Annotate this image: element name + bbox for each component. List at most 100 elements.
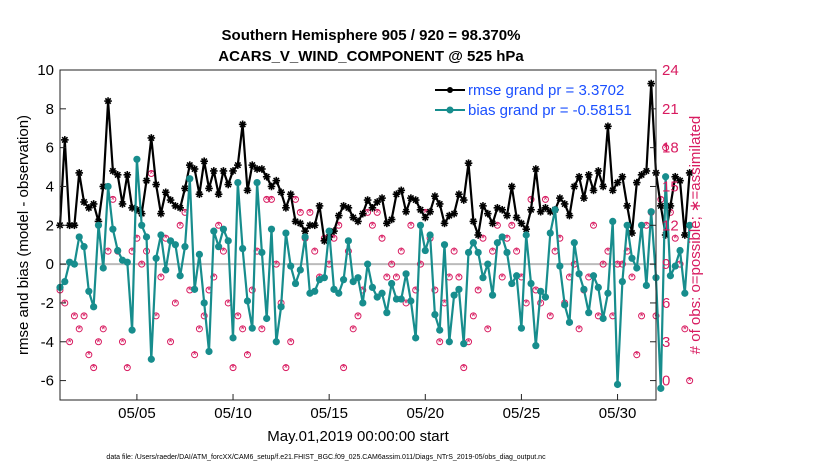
obs-possible-marker	[191, 351, 199, 359]
bias-point	[464, 248, 473, 257]
bias-point	[397, 295, 405, 303]
bias-point	[325, 227, 333, 235]
obs-possible-marker	[195, 325, 203, 333]
y-tick-label: 8	[46, 101, 54, 118]
rmse-point	[392, 190, 401, 199]
y-right-tick-label: 15	[662, 178, 679, 195]
rmse-point	[647, 79, 655, 88]
bias-point	[75, 233, 83, 241]
obs-possible-marker	[157, 273, 165, 281]
bias-point	[671, 262, 679, 270]
obs-assimilated-marker: *	[404, 298, 409, 310]
x-tick-label: 05/30	[599, 405, 637, 422]
rmse-point	[483, 209, 492, 218]
obs-possible-marker	[479, 234, 487, 242]
obs-assimilated-marker: *	[414, 285, 419, 297]
bias-point	[647, 208, 655, 216]
bias-point	[479, 274, 487, 282]
y-tick-label: -2	[41, 295, 54, 312]
rmse-point	[464, 159, 473, 167]
rmse-point	[176, 204, 184, 212]
bias-point	[426, 231, 434, 239]
bias-point	[474, 248, 482, 257]
bias-point	[272, 338, 280, 346]
obs-possible-marker	[171, 299, 179, 307]
obs-assimilated-marker: *	[284, 363, 289, 375]
bias-point	[388, 279, 396, 288]
obs-possible-marker	[618, 260, 626, 268]
obs-possible-marker	[311, 247, 319, 255]
bias-point	[287, 262, 295, 270]
obs-possible-marker	[340, 364, 348, 372]
obs-possible-marker	[436, 338, 444, 346]
obs-assimilated-marker: *	[269, 194, 274, 206]
legend-rmse-marker	[447, 87, 453, 93]
bias-point	[152, 254, 160, 262]
obs-possible-marker	[354, 312, 362, 320]
bias-point	[239, 244, 247, 253]
obs-assimilated-marker: *	[231, 363, 236, 375]
rmse-point	[387, 215, 396, 224]
rmse-point	[282, 204, 290, 212]
bias-point	[70, 260, 79, 268]
rmse-point	[61, 136, 69, 144]
bias-point	[186, 175, 194, 183]
y-right-tick-label: 12	[662, 217, 679, 234]
series-layer	[56, 79, 694, 392]
bias-point	[330, 285, 338, 293]
obs-assimilated-marker: *	[418, 259, 423, 271]
bias-point	[609, 217, 617, 226]
bias-point	[498, 233, 506, 241]
obs-assimilated-marker: *	[639, 311, 644, 323]
y-tick-label: 0	[46, 256, 54, 273]
bias-point	[416, 221, 425, 229]
rmse-point	[368, 204, 377, 212]
obs-possible-marker	[296, 208, 304, 216]
bias-point	[215, 243, 223, 251]
obs-assimilated-marker: *	[476, 285, 481, 297]
bias-point	[219, 225, 228, 233]
bias-point	[162, 266, 170, 274]
obs-possible-marker	[392, 273, 400, 281]
y-tick-label: 6	[46, 140, 54, 157]
obs-assimilated-marker: *	[212, 272, 217, 284]
obs-assimilated-marker: *	[606, 246, 611, 258]
rmse-point	[157, 209, 165, 218]
rmse-point	[181, 184, 189, 193]
obs-possible-marker	[628, 273, 636, 281]
rmse-point	[147, 134, 156, 142]
obs-possible-marker	[243, 351, 251, 359]
obs-possible-marker	[118, 338, 126, 346]
obs-assimilated-marker: *	[539, 298, 544, 310]
obs-possible-marker	[638, 312, 646, 320]
obs-assimilated-marker: *	[433, 285, 438, 297]
obs-possible-marker	[219, 247, 227, 255]
bias-point	[99, 264, 107, 272]
rmse-point	[315, 202, 324, 210]
rmse-point	[570, 182, 579, 191]
rmse-point	[272, 176, 281, 185]
obs-assimilated-marker: *	[67, 337, 72, 349]
bias-point	[80, 243, 88, 251]
rmse-point	[584, 171, 593, 179]
bias-point	[349, 277, 357, 286]
obs-possible-marker	[234, 312, 242, 320]
obs-possible-marker	[686, 377, 694, 385]
obs-assimilated-marker: *	[524, 298, 529, 310]
bias-point	[623, 221, 631, 229]
obs-assimilated-marker: *	[457, 272, 462, 284]
obs-possible-marker	[431, 286, 439, 294]
rmse-point	[75, 169, 84, 177]
rmse-point	[618, 172, 627, 181]
obs-assimilated-marker: *	[615, 259, 620, 271]
rmse-point	[450, 209, 458, 218]
y-right-tick-label: 24	[662, 62, 679, 79]
bias-point	[585, 309, 593, 317]
obs-assimilated-marker: *	[365, 207, 370, 219]
obs-possible-marker	[546, 312, 554, 320]
obs-possible-marker	[671, 234, 679, 242]
chart-title: Southern Hemisphere 905 / 920 = 98.370%	[222, 27, 521, 44]
rmse-point	[166, 196, 175, 204]
bias-point	[546, 229, 554, 237]
obs-assimilated-marker: *	[514, 246, 519, 258]
